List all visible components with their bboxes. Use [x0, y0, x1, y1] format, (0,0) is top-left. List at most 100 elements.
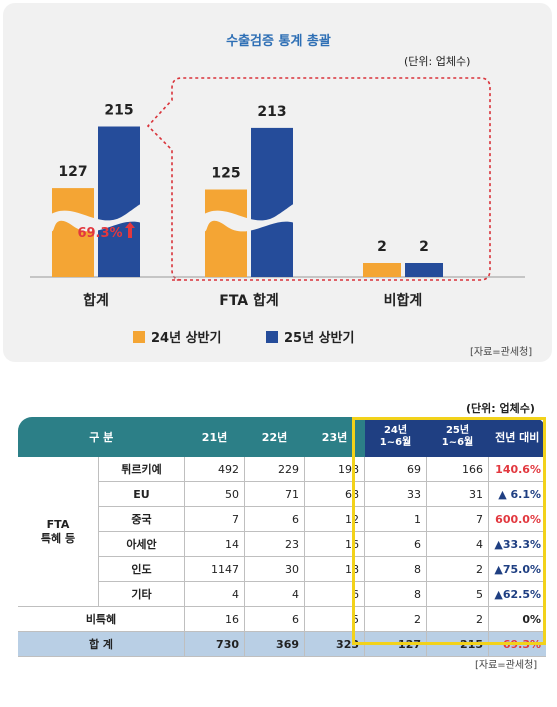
cell-h24: 8: [364, 581, 427, 607]
chart-source: [자료=관세청]: [470, 347, 533, 358]
header-21: 21년: [184, 417, 245, 457]
cell-h24: 8: [364, 556, 427, 582]
chart-unit-label: (단위: 업체수): [404, 55, 471, 68]
cell-23: 323: [304, 631, 365, 657]
cell-23: 18: [304, 556, 365, 582]
bar-2-1: [405, 263, 443, 277]
cell-yoy: 600.0%: [488, 506, 546, 532]
bar-chart: 127 215 합계 125 213 FTA 합계 2 2 비합계 69.3%: [30, 77, 525, 309]
data-label-2-0: 2: [377, 239, 387, 255]
data-label-2-1: 2: [419, 239, 429, 255]
table-row: 기타 4 4 6 8 5 ▲62.5%: [18, 581, 546, 607]
group-label: FTA 특혜 등: [18, 457, 99, 607]
table-row-nonpref: 비특혜 16 6 5 2 2 0%: [18, 606, 546, 632]
row-name: 튀르키예: [98, 457, 185, 482]
header-h25: 25년 1~6월: [426, 417, 489, 457]
cell-22: 71: [244, 481, 305, 507]
cell-h24: 33: [364, 481, 427, 507]
cell-h25: 2: [426, 556, 489, 582]
cell-h25: 166: [426, 457, 489, 482]
cell-yoy: 0%: [488, 606, 546, 632]
cell-21: 1147: [184, 556, 245, 582]
legend-label-25: 25년 상반기: [284, 331, 355, 346]
legend-item-25: 25년 상반기: [266, 327, 354, 346]
cell-h24: 2: [364, 606, 427, 632]
cell-h25: 5: [426, 581, 489, 607]
header-23: 23년: [304, 417, 365, 457]
bar-0-1: [98, 126, 140, 277]
table-row: 아세안 14 23 16 6 4 ▲33.3%: [18, 531, 546, 557]
row-name: EU: [98, 481, 185, 507]
cell-h25: 31: [426, 481, 489, 507]
data-label-1-0: 125: [211, 166, 240, 182]
table-unit-label: (단위: 업체수): [466, 402, 535, 415]
legend-item-24: 24년 상반기: [133, 327, 221, 346]
chart-title: 수출검증 통계 총괄: [226, 34, 331, 49]
cell-22: 4: [244, 581, 305, 607]
cell-yoy: 140.6%: [488, 457, 546, 482]
cell-21: 492: [184, 457, 245, 482]
cell-21: 4: [184, 581, 245, 607]
data-label-0-1: 215: [104, 103, 133, 119]
bar-2-0: [363, 263, 401, 277]
legend-swatch-24: [133, 331, 145, 343]
cell-yoy: ▲33.3%: [488, 531, 546, 557]
cell-22: 229: [244, 457, 305, 482]
cell-21: 730: [184, 631, 245, 657]
growth-arrow-icon: [125, 222, 135, 238]
cell-23: 68: [304, 481, 365, 507]
category-label-2: 비합계: [384, 292, 423, 309]
header-yoy: 전년 대비: [488, 417, 546, 457]
cell-h25: 7: [426, 506, 489, 532]
cell-h24: 127: [364, 631, 427, 657]
row-name: 인도: [98, 556, 185, 582]
cell-h25: 4: [426, 531, 489, 557]
cell-21: 16: [184, 606, 245, 632]
cell-22: 30: [244, 556, 305, 582]
table-row: 인도 1147 30 18 8 2 ▲75.0%: [18, 556, 546, 582]
cell-23: 198: [304, 457, 365, 482]
legend-swatch-25: [266, 331, 278, 343]
row-name: 비특혜: [18, 606, 185, 632]
header-h24: 24년 1~6월: [364, 417, 427, 457]
table-row: FTA 특혜 등 튀르키예 492 229 198 69 166 140.6%: [18, 457, 546, 607]
cell-h24: 69: [364, 457, 427, 482]
header-category: 구 분: [18, 417, 185, 457]
axis-break-1: [201, 204, 301, 232]
cell-22: 6: [244, 506, 305, 532]
cell-21: 7: [184, 506, 245, 532]
cell-23: 5: [304, 606, 365, 632]
cell-22: 23: [244, 531, 305, 557]
cell-22: 369: [244, 631, 305, 657]
cell-yoy: 69.3%: [488, 631, 546, 657]
cell-h24: 1: [364, 506, 427, 532]
growth-annotation: 69.3%: [77, 226, 122, 241]
bar-1-0: [205, 189, 247, 277]
cell-yoy: ▲ 6.1%: [488, 481, 546, 507]
cell-h24: 6: [364, 531, 427, 557]
cell-23: 16: [304, 531, 365, 557]
axis-break-0: [48, 204, 148, 232]
cell-yoy: ▲75.0%: [488, 556, 546, 582]
cell-23: 6: [304, 581, 365, 607]
cell-21: 14: [184, 531, 245, 557]
row-name: 중국: [98, 506, 185, 532]
data-label-1-1: 213: [257, 104, 286, 120]
cell-22: 6: [244, 606, 305, 632]
cell-h25: 2: [426, 606, 489, 632]
cell-21: 50: [184, 481, 245, 507]
bar-1-1: [251, 127, 293, 278]
category-label-1: FTA 합계: [219, 292, 279, 309]
table-body: FTA 특혜 등 튀르키예 492 229 198 69 166 140.6% EU 50 71 68…: [18, 457, 546, 657]
legend-label-24: 24년 상반기: [151, 331, 222, 346]
bar-0-0: [52, 188, 94, 277]
cell-23: 12: [304, 506, 365, 532]
header-22: 22년: [244, 417, 305, 457]
fta-group-outline: [146, 77, 491, 281]
row-name: 합 계: [18, 631, 185, 657]
table-row-total: 합 계 730 369 323 127 215 69.3%: [18, 631, 546, 657]
table-source: [자료=관세청]: [475, 660, 538, 671]
category-label-0: 합계: [83, 292, 109, 309]
cell-yoy: ▲62.5%: [488, 581, 546, 607]
table-row: 중국 7 6 12 1 7 600.0%: [18, 506, 546, 532]
